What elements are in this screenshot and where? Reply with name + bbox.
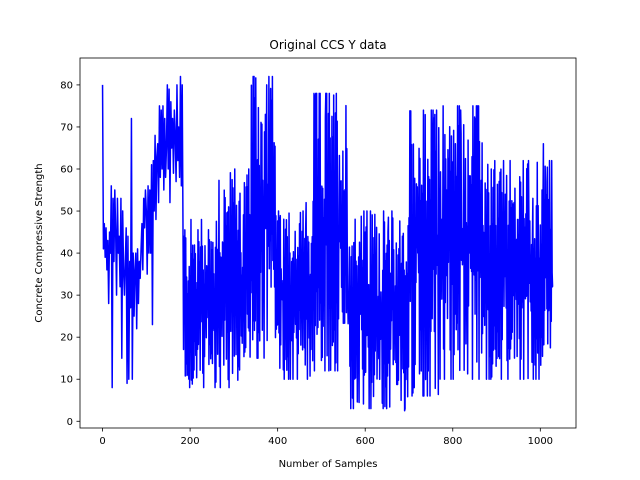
chart-title: Original CCS Y data — [269, 38, 386, 52]
series-line — [101, 75, 554, 412]
y-tick-label: 50 — [60, 207, 73, 218]
x-axis-ticks: 0 200 400 600 800 1000 — [99, 428, 553, 447]
x-tick-label: 400 — [268, 436, 287, 447]
y-tick-label: 0 — [67, 417, 73, 428]
plot-area — [101, 75, 554, 412]
y-tick-label: 40 — [60, 249, 73, 260]
x-tick-label: 800 — [443, 436, 462, 447]
y-tick-label: 10 — [60, 375, 73, 386]
x-tick-label: 0 — [99, 436, 105, 447]
axes-frame — [79, 57, 577, 429]
x-axis-label: Number of Samples — [279, 459, 378, 470]
y-tick-label: 20 — [60, 333, 73, 344]
x-tick-label: 200 — [181, 436, 200, 447]
x-tick-label: 1000 — [528, 436, 553, 447]
y-axis-ticks: 0 10 20 30 40 50 60 70 80 — [60, 80, 80, 428]
y-axis-label: Concrete Compressive Strength — [34, 163, 45, 322]
y-tick-label: 70 — [60, 122, 73, 133]
x-tick-label: 600 — [356, 436, 375, 447]
y-tick-label: 80 — [60, 80, 73, 91]
y-tick-label: 60 — [60, 165, 73, 176]
y-tick-label: 30 — [60, 291, 73, 302]
